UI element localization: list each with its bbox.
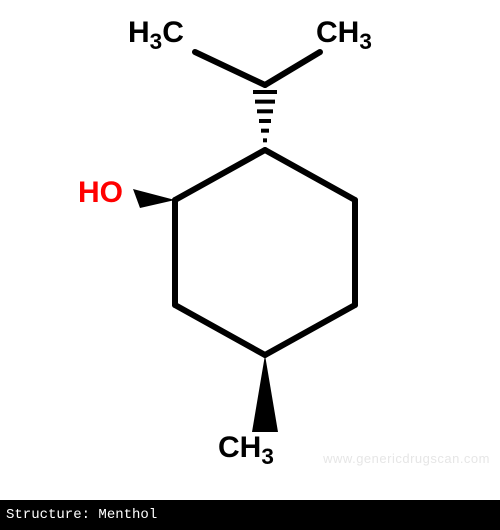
molecule-canvas: HO H3C CH3 CH3 www.genericdrugscan.com — [0, 0, 500, 500]
caption-text: Structure: Menthol — [6, 507, 157, 523]
caption-bar: Structure: Menthol — [0, 500, 500, 530]
methyl-bottom-label: CH3 — [218, 431, 274, 470]
molecule-svg — [0, 0, 500, 500]
methyl-top-left-label: H3C — [128, 16, 184, 55]
hydroxyl-label: HO — [78, 176, 123, 210]
methyl-top-right-label: CH3 — [316, 16, 372, 55]
watermark: www.genericdrugscan.com — [323, 451, 490, 466]
